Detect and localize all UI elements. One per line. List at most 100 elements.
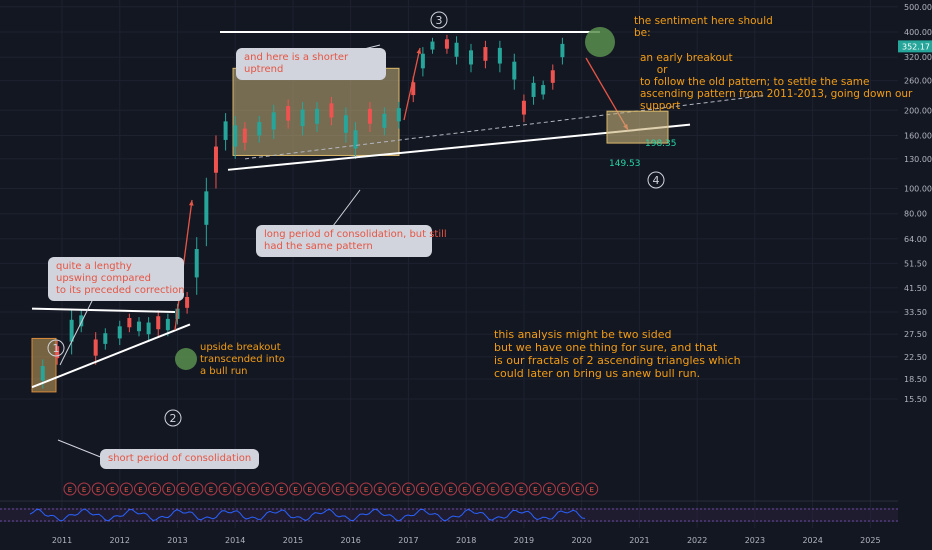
candle-body <box>136 321 141 332</box>
candle-body <box>213 146 218 173</box>
earnings-marker-label: E <box>265 486 269 494</box>
callout-shorter-uptrend: and here is a shorter uptrend <box>236 48 386 80</box>
oscillator-line <box>29 508 586 522</box>
note-breakout-options: an early breakout or to follow the old p… <box>640 52 913 112</box>
wave-label: 3 <box>436 14 443 27</box>
earnings-marker <box>162 482 176 496</box>
candle-body <box>300 109 305 127</box>
earnings-marker <box>486 482 500 496</box>
breakout-circle <box>175 348 197 370</box>
earnings-marker-label: E <box>251 486 255 494</box>
earnings-marker <box>542 482 556 496</box>
candle-body <box>420 53 425 69</box>
oscillator-band <box>0 508 898 522</box>
y-tick-label: 80.00 <box>904 210 927 219</box>
x-tick-label: 2012 <box>110 536 130 545</box>
candle-body <box>40 366 45 381</box>
candle-body <box>315 108 320 124</box>
earnings-marker <box>77 482 91 496</box>
callout-pointer <box>57 439 109 461</box>
support-line-1 <box>31 323 191 389</box>
earnings-marker <box>444 482 458 496</box>
candle-body <box>382 113 387 128</box>
candle-body <box>444 39 449 49</box>
projection-dashed-line <box>244 94 766 160</box>
candle-body <box>271 112 276 130</box>
x-tick-label: 2022 <box>687 536 707 545</box>
earnings-marker-label: E <box>293 486 297 494</box>
earnings-marker-label: E <box>166 486 170 494</box>
earnings-marker-label: E <box>68 486 72 494</box>
candle-body <box>343 115 348 133</box>
earnings-marker-label: E <box>519 486 523 494</box>
candle-body <box>194 249 199 278</box>
last-price-label: 352.17 <box>902 42 930 51</box>
earnings-marker <box>373 482 387 496</box>
y-tick-label: 41.50 <box>904 284 927 293</box>
earnings-marker-label: E <box>561 486 565 494</box>
candle-body <box>468 50 473 65</box>
earnings-marker <box>190 482 204 496</box>
note-analysis: this analysis might be two sided but we … <box>494 328 741 380</box>
candle-body <box>185 296 190 308</box>
candle-body <box>521 100 526 115</box>
earnings-marker-label: E <box>138 486 142 494</box>
x-tick-label: 2023 <box>745 536 765 545</box>
y-tick-label: 320.00 <box>904 53 932 62</box>
earnings-marker <box>260 482 274 496</box>
note-upside-breakout: upside breakout transcended into a bull … <box>200 342 285 377</box>
level-label-149: 149.53 <box>609 159 641 169</box>
earnings-marker-label: E <box>209 486 213 494</box>
wave-label: 4 <box>653 174 660 187</box>
x-tick-label: 2015 <box>283 536 303 545</box>
candle-body <box>257 122 262 136</box>
earnings-marker-label: E <box>82 486 86 494</box>
price-axis <box>898 0 932 550</box>
candle-body <box>93 339 98 356</box>
earnings-marker <box>416 482 429 496</box>
earnings-marker-label: E <box>124 486 128 494</box>
candle-body <box>531 82 536 97</box>
wave-label: 2 <box>170 412 177 425</box>
y-tick-label: 130.00 <box>904 155 932 164</box>
earnings-marker <box>458 482 472 496</box>
earnings-marker <box>472 482 486 496</box>
earnings-marker <box>359 482 373 496</box>
uptrend-arrow-head <box>416 48 422 54</box>
y-tick-label: 18.50 <box>904 375 927 384</box>
earnings-marker-label: E <box>350 486 354 494</box>
target-box <box>606 110 669 144</box>
earnings-marker <box>275 482 288 496</box>
x-tick-label: 2016 <box>341 536 361 545</box>
earnings-marker <box>528 482 542 496</box>
earnings-marker-label: E <box>195 486 199 494</box>
candle-body <box>103 333 108 344</box>
x-tick-label: 2025 <box>860 536 880 545</box>
earnings-marker <box>430 482 444 496</box>
uptrend-arrow <box>403 47 421 121</box>
earnings-marker-label: E <box>378 486 382 494</box>
earnings-marker <box>218 482 232 496</box>
earnings-marker-label: E <box>547 486 551 494</box>
earnings-marker-label: E <box>505 486 509 494</box>
candle-body <box>483 47 488 61</box>
earnings-marker-label: E <box>491 486 495 494</box>
wave-circle <box>47 339 65 357</box>
candle-body <box>242 128 247 143</box>
note-sentiment: the sentiment here should be: <box>634 15 773 39</box>
earnings-marker-label: E <box>589 486 593 494</box>
y-tick-label: 400.00 <box>904 28 932 37</box>
earnings-marker-label: E <box>237 486 241 494</box>
resistance-line-1 <box>31 307 176 313</box>
earnings-marker <box>317 482 331 496</box>
earnings-marker-label: E <box>110 486 114 494</box>
x-tick-label: 2011 <box>52 536 72 545</box>
earnings-marker <box>514 482 528 496</box>
y-tick-label: 100.00 <box>904 185 932 194</box>
earnings-marker <box>289 482 303 496</box>
earnings-marker-label: E <box>392 486 396 494</box>
candle-body <box>367 108 372 124</box>
earnings-marker-label: E <box>307 486 311 494</box>
candle-body <box>204 191 209 225</box>
x-tick-label: 2014 <box>225 536 245 545</box>
